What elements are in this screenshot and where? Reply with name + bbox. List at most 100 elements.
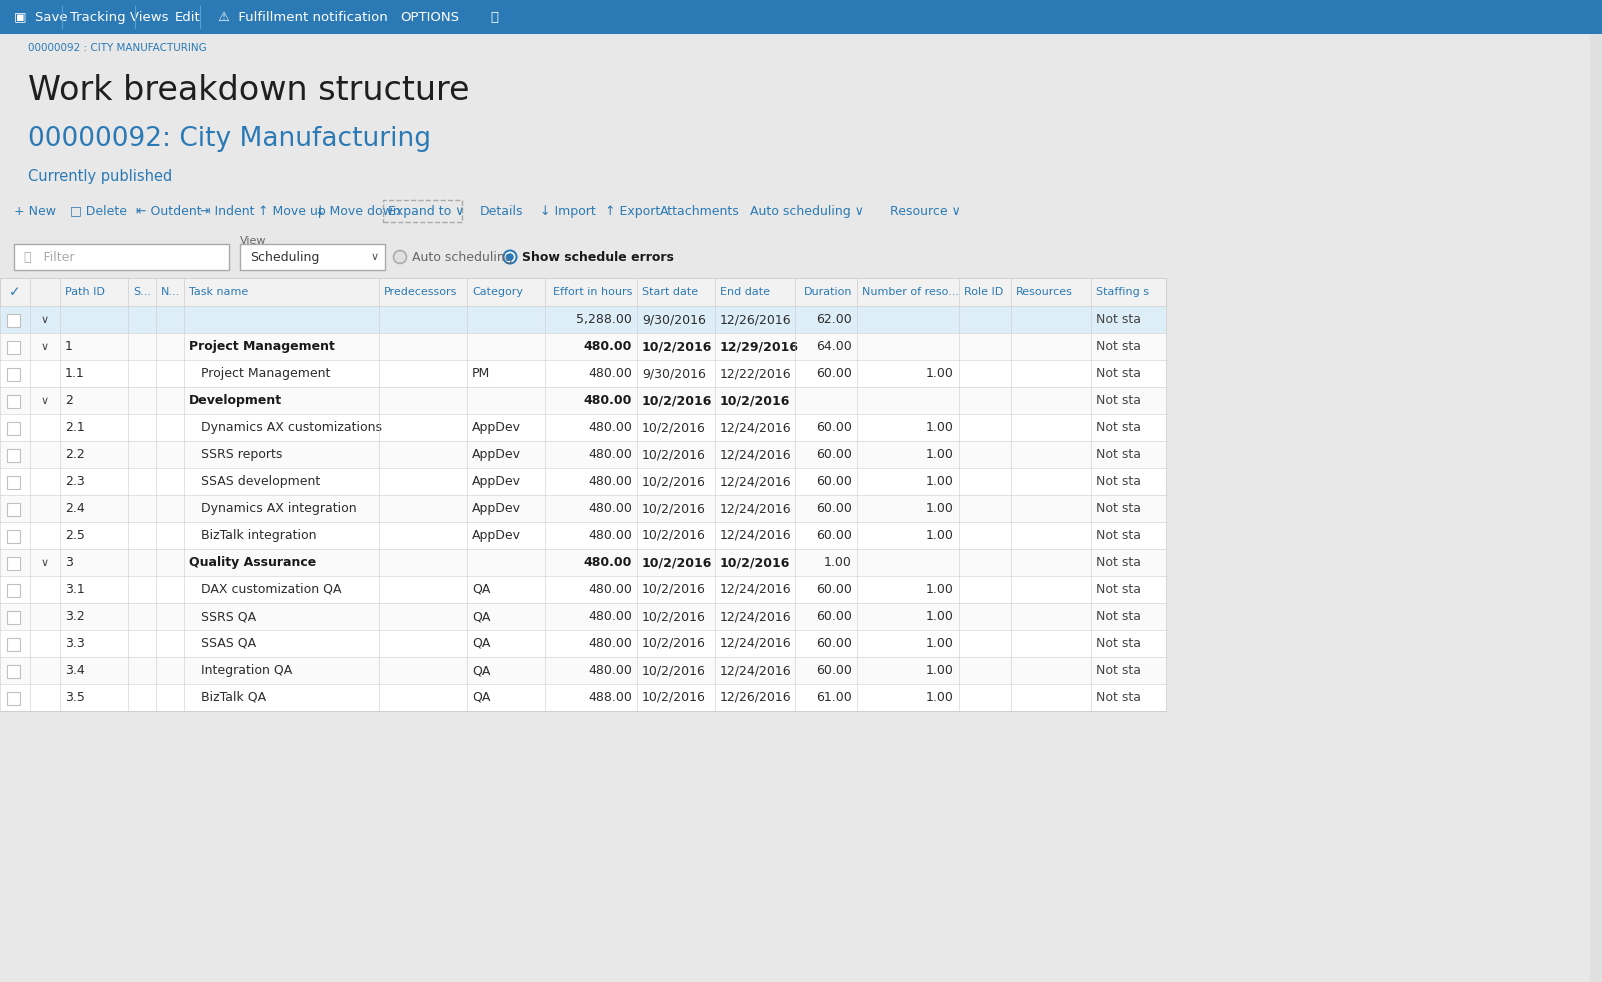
Bar: [0, 495, 1166, 522]
Text: Edit: Edit: [175, 11, 200, 24]
Text: ↑ Export: ↑ Export: [606, 204, 660, 217]
Text: 10/2/2016: 10/2/2016: [642, 583, 706, 596]
Text: 10/2/2016: 10/2/2016: [642, 664, 706, 677]
Text: AppDev: AppDev: [473, 502, 521, 515]
Text: 12/24/2016: 12/24/2016: [719, 421, 791, 434]
Text: 60.00: 60.00: [815, 421, 852, 434]
Text: 480.00: 480.00: [583, 340, 633, 353]
Text: 1.00: 1.00: [926, 610, 955, 623]
Text: Development: Development: [189, 394, 282, 407]
Text: 12/24/2016: 12/24/2016: [719, 637, 791, 650]
Text: 10/2/2016: 10/2/2016: [642, 529, 706, 542]
Bar: [6, 475, 19, 488]
Text: 60.00: 60.00: [815, 610, 852, 623]
Bar: [0, 441, 1166, 468]
Text: Number of reso...: Number of reso...: [862, 287, 960, 297]
Text: Details: Details: [481, 204, 524, 217]
Text: 9/30/2016: 9/30/2016: [642, 367, 706, 380]
Text: SSRS reports: SSRS reports: [200, 448, 282, 461]
Bar: [6, 313, 19, 326]
Text: SSRS QA: SSRS QA: [200, 610, 256, 623]
Text: 480.00: 480.00: [588, 448, 633, 461]
Bar: [0, 228, 1602, 278]
Text: Not sta: Not sta: [1096, 691, 1141, 704]
Bar: [0, 387, 1166, 414]
Bar: [6, 637, 19, 650]
Text: ∨: ∨: [42, 342, 50, 352]
Bar: [0, 306, 1166, 333]
Bar: [6, 367, 19, 380]
Bar: [0, 684, 1166, 711]
Text: Not sta: Not sta: [1096, 448, 1141, 461]
Text: Not sta: Not sta: [1096, 556, 1141, 569]
Text: Effort in hours: Effort in hours: [553, 287, 633, 297]
Text: 1.00: 1.00: [926, 367, 955, 380]
Text: PM: PM: [473, 367, 490, 380]
Text: Expand to ∨: Expand to ∨: [388, 204, 465, 217]
Bar: [0, 333, 1166, 360]
Text: N...: N...: [160, 287, 181, 297]
Text: Role ID: Role ID: [964, 287, 1003, 297]
Text: AppDev: AppDev: [473, 448, 521, 461]
Text: 10/2/2016: 10/2/2016: [642, 502, 706, 515]
Text: 12/26/2016: 12/26/2016: [719, 313, 791, 326]
Text: 480.00: 480.00: [588, 583, 633, 596]
Text: 12/24/2016: 12/24/2016: [719, 475, 791, 488]
Bar: [0, 603, 1166, 630]
Text: 60.00: 60.00: [815, 529, 852, 542]
Text: 1.00: 1.00: [926, 529, 955, 542]
Text: BizTalk integration: BizTalk integration: [200, 529, 317, 542]
Text: ⌕: ⌕: [490, 11, 498, 24]
Text: AppDev: AppDev: [473, 529, 521, 542]
Text: 12/24/2016: 12/24/2016: [719, 529, 791, 542]
Text: 480.00: 480.00: [588, 502, 633, 515]
Text: ↑ Move up: ↑ Move up: [258, 204, 325, 217]
Text: 10/2/2016: 10/2/2016: [642, 637, 706, 650]
Text: + New: + New: [14, 204, 56, 217]
Text: 12/24/2016: 12/24/2016: [719, 448, 791, 461]
Text: 60.00: 60.00: [815, 664, 852, 677]
Text: 12/22/2016: 12/22/2016: [719, 367, 791, 380]
Text: 62.00: 62.00: [817, 313, 852, 326]
Text: Currently published: Currently published: [27, 169, 173, 184]
Text: 2.2: 2.2: [66, 448, 85, 461]
Text: Not sta: Not sta: [1096, 313, 1141, 326]
Text: Resources: Resources: [1016, 287, 1073, 297]
Bar: [383, 200, 463, 222]
Text: 480.00: 480.00: [588, 529, 633, 542]
Text: 1: 1: [66, 340, 72, 353]
Text: Not sta: Not sta: [1096, 502, 1141, 515]
Text: Attachments: Attachments: [660, 204, 740, 217]
Text: Predecessors: Predecessors: [384, 287, 458, 297]
Text: Not sta: Not sta: [1096, 529, 1141, 542]
Bar: [0, 194, 1602, 228]
Text: Staffing s: Staffing s: [1096, 287, 1149, 297]
Bar: [0, 0, 1602, 34]
Text: 1.00: 1.00: [926, 421, 955, 434]
Circle shape: [503, 250, 516, 263]
Text: 3.3: 3.3: [66, 637, 85, 650]
Text: 480.00: 480.00: [583, 556, 633, 569]
Text: 480.00: 480.00: [588, 637, 633, 650]
Text: 3.1: 3.1: [66, 583, 85, 596]
Text: Auto scheduling ∨: Auto scheduling ∨: [750, 204, 863, 217]
Text: 12/26/2016: 12/26/2016: [719, 691, 791, 704]
Bar: [0, 522, 1166, 549]
Bar: [6, 583, 19, 596]
Text: 480.00: 480.00: [588, 610, 633, 623]
Text: Not sta: Not sta: [1096, 610, 1141, 623]
Bar: [6, 529, 19, 542]
Text: Not sta: Not sta: [1096, 583, 1141, 596]
Text: Not sta: Not sta: [1096, 421, 1141, 434]
Text: DAX customization QA: DAX customization QA: [200, 583, 341, 596]
Text: 1.00: 1.00: [926, 448, 955, 461]
Text: Show schedule errors: Show schedule errors: [522, 250, 674, 263]
Text: End date: End date: [719, 287, 771, 297]
Text: QA: QA: [473, 583, 490, 596]
Text: ✓: ✓: [10, 285, 21, 299]
Text: Not sta: Not sta: [1096, 340, 1141, 353]
Text: ▣  Save: ▣ Save: [14, 11, 67, 24]
Text: Project Management: Project Management: [200, 367, 330, 380]
Text: BizTalk QA: BizTalk QA: [200, 691, 266, 704]
Text: ⚠  Fulfillment notification: ⚠ Fulfillment notification: [218, 11, 388, 24]
